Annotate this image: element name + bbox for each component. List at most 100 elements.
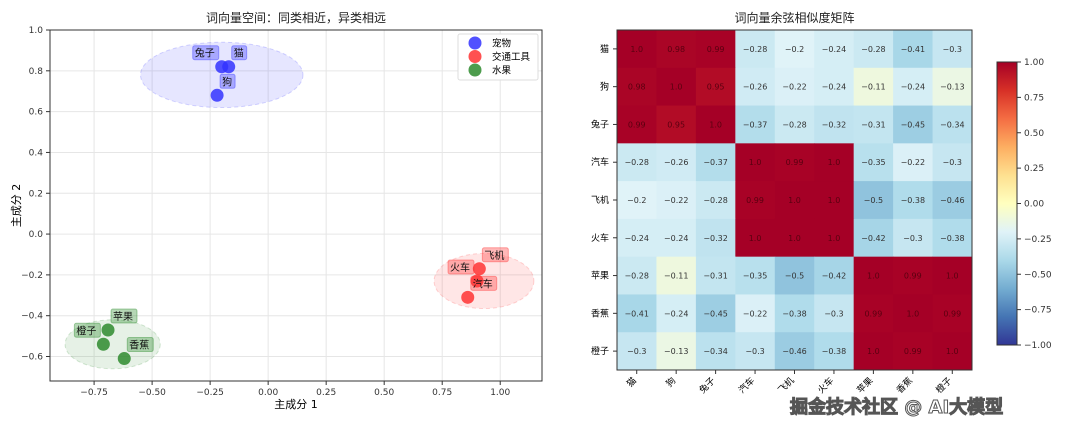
heatmap-cell (735, 143, 776, 182)
y-axis-label: 主成分 2 (10, 184, 23, 228)
cell-value-label: −0.3 (627, 347, 646, 356)
row-label: 橙子 (591, 345, 609, 357)
cell-value-label: −0.24 (664, 234, 689, 243)
heatmap-cell (893, 218, 934, 258)
cell-value-label: −0.31 (703, 272, 728, 281)
y-tick-label: 0.8 (29, 67, 44, 77)
heatmap-cell (853, 105, 894, 144)
heatmap-cell (814, 256, 855, 295)
cell-value-label: −0.11 (664, 272, 689, 281)
point-label: 猫 (234, 47, 244, 60)
heatmap-cell (735, 181, 776, 220)
cell-value-label: −0.22 (782, 83, 807, 92)
heatmap-cell (617, 143, 657, 182)
cell-value-label: 0.99 (786, 158, 804, 167)
cell-value-label: −0.45 (901, 120, 926, 129)
cell-value-label: 1.0 (946, 272, 959, 281)
cell-value-label: −0.24 (822, 45, 847, 54)
row-label: 猫 (600, 43, 609, 55)
colorbar-tick-label: 0.50 (1024, 129, 1044, 139)
heatmap-cell (814, 294, 855, 333)
heatmap-cell (656, 105, 697, 144)
cell-value-label: −0.26 (743, 83, 768, 92)
y-tick-label: 0.4 (29, 148, 44, 158)
heatmap-cell (853, 256, 894, 295)
row-label: 香蕉 (591, 307, 609, 319)
point-label: 香蕉 (129, 340, 149, 352)
colorbar-tick-label: −1.00 (1024, 341, 1052, 351)
cell-value-label: 0.99 (904, 272, 922, 281)
heatmap-cell (617, 67, 657, 107)
cell-value-label: −0.28 (624, 272, 649, 281)
cell-value-label: −0.13 (940, 83, 965, 92)
heatmap-cell (656, 256, 697, 295)
heatmap-cell (695, 30, 736, 69)
cell-value-label: −0.2 (785, 45, 804, 54)
point-label-box (73, 322, 101, 338)
heatmap-cell (774, 256, 815, 295)
heatmap-cell (814, 332, 855, 371)
heatmap-cell (695, 105, 736, 144)
cell-value-label: −0.3 (903, 234, 922, 243)
heatmap-cell (893, 67, 934, 107)
heatmap-cell (695, 67, 736, 107)
plot-area (50, 30, 542, 381)
colorbar-tick-label: −0.75 (1024, 306, 1052, 316)
cell-value-label: −0.34 (703, 347, 728, 356)
column-label: 汽车 (736, 375, 757, 396)
heatmap-cell (695, 256, 736, 295)
heatmap-cell (774, 332, 815, 371)
point-label: 飞机 (484, 249, 504, 262)
cell-value-label: −0.38 (901, 196, 926, 205)
cell-value-label: 0.95 (707, 83, 725, 92)
heatmap-cell (893, 294, 934, 333)
y-tick-label: 0.6 (29, 108, 44, 118)
cell-value-label: −0.24 (664, 309, 689, 318)
data-point (461, 290, 475, 304)
point-label-box (219, 73, 236, 89)
heatmap-cell (853, 181, 894, 220)
column-label: 火车 (815, 375, 836, 396)
heatmap-cell (932, 30, 973, 69)
cell-value-label: 1.0 (867, 272, 880, 281)
heatmap-cell (656, 67, 697, 107)
column-label: 香蕉 (894, 375, 915, 396)
cell-value-label: 0.98 (667, 45, 685, 54)
point-label-box (470, 275, 498, 291)
x-tick-label: 1.00 (490, 388, 510, 398)
heatmap-cell (617, 105, 657, 144)
cell-value-label: −0.38 (782, 309, 807, 318)
heatmap-cell (774, 30, 815, 69)
point-label: 苹果 (113, 310, 133, 323)
heatmap-cell (814, 218, 855, 258)
cell-value-label: 1.0 (828, 234, 841, 243)
legend-marker (468, 63, 482, 77)
heatmap-cell (893, 332, 934, 371)
cell-value-label: −0.22 (743, 309, 768, 318)
heatmap-cell (893, 30, 934, 69)
cell-value-label: 0.98 (628, 83, 646, 92)
heatmap-cell (656, 294, 697, 333)
heatmap-cell (617, 256, 657, 295)
cell-value-label: −0.13 (664, 347, 689, 356)
heatmap-cell (932, 256, 973, 295)
cell-value-label: −0.41 (901, 45, 926, 54)
point-label-box (192, 45, 220, 61)
heatmap-cell (735, 218, 776, 258)
cell-value-label: −0.3 (824, 309, 843, 318)
y-tick-label: −0.2 (21, 271, 43, 281)
colorbar-tick-label: 0.25 (1024, 164, 1044, 174)
column-label: 苹果 (854, 375, 875, 396)
cell-value-label: −0.28 (782, 120, 807, 129)
colorbar-tick-label: −0.25 (1024, 235, 1052, 245)
point-label: 火车 (450, 261, 470, 274)
heatmap-cell (814, 105, 855, 144)
cell-value-label: −0.3 (943, 158, 962, 167)
heatmap-cell (695, 294, 736, 333)
cell-value-label: −0.24 (624, 234, 649, 243)
heatmap-cell (617, 294, 657, 333)
heatmap-cell (853, 143, 894, 182)
cell-value-label: −0.11 (861, 83, 886, 92)
